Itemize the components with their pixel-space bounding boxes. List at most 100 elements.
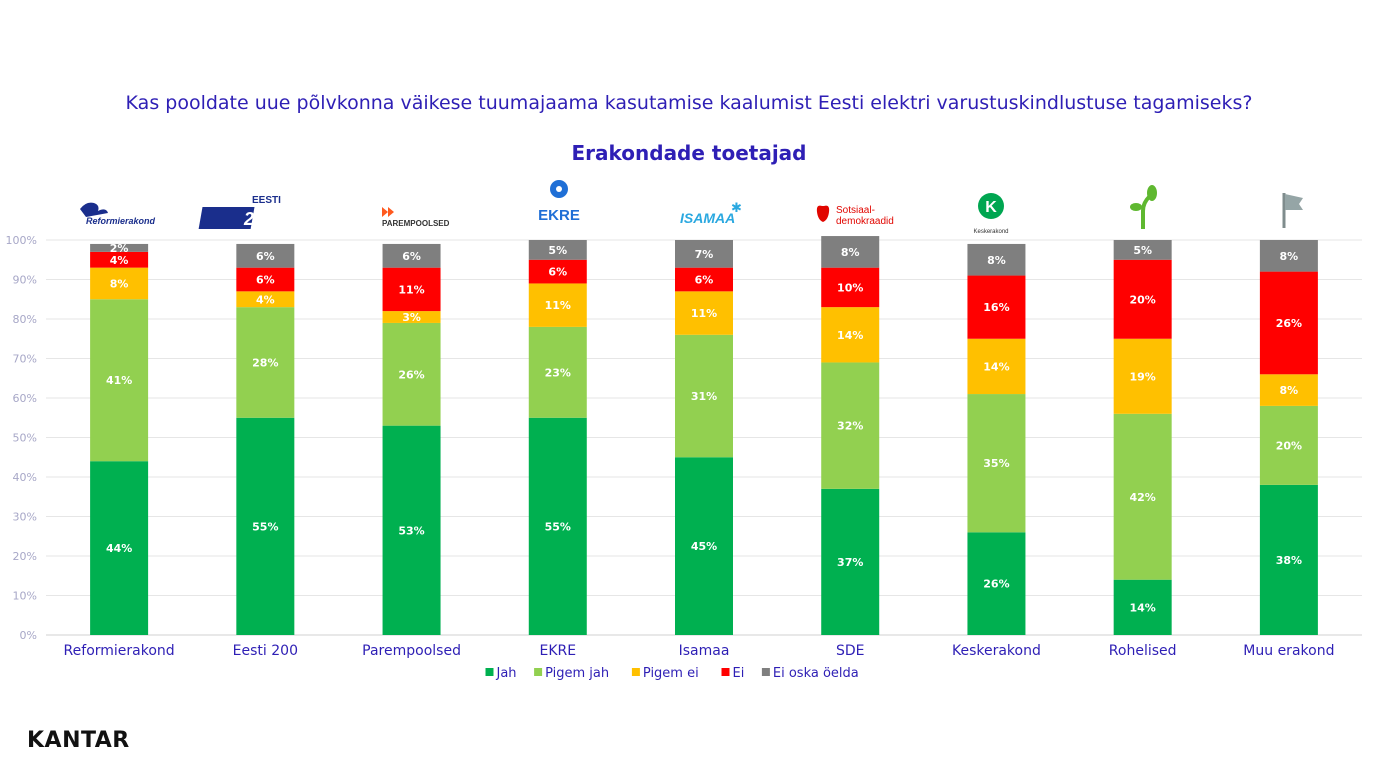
bar-segment: [821, 362, 880, 489]
y-tick-label: 80%: [13, 313, 37, 326]
data-label: 44%: [106, 542, 132, 555]
data-label: 20%: [1129, 293, 1155, 306]
bar-segment: [1113, 579, 1172, 635]
data-label: 3%: [402, 311, 421, 324]
y-tick-label: 90%: [13, 274, 37, 287]
y-tick-label: 50%: [13, 432, 37, 445]
bar-segment: [90, 461, 149, 635]
data-label: 26%: [983, 578, 1009, 591]
data-label: 6%: [695, 274, 714, 287]
reform-logo-text: Reformierakond: [86, 216, 156, 226]
flag-icon: [1285, 194, 1303, 210]
data-label: 8%: [841, 246, 860, 259]
muu-erakond-logo: [1282, 193, 1303, 228]
data-label: 41%: [106, 374, 132, 387]
bar-segment: [90, 243, 149, 252]
bar-segment: [1113, 338, 1172, 414]
bar-segment: [967, 275, 1026, 339]
bar-segment: [675, 240, 733, 268]
bar-segment: [382, 243, 441, 268]
bar-segment: [1113, 259, 1172, 339]
bar-segment: [382, 267, 441, 312]
data-label: 26%: [1276, 317, 1302, 330]
bar-segment: [967, 532, 1026, 635]
isamaa-logo: ISAMAA ✱: [680, 201, 742, 226]
bar-segment: [675, 334, 733, 458]
data-label: 14%: [1129, 601, 1155, 614]
ekre-logo-text: EKRE: [538, 207, 580, 224]
bar-segment: [1259, 271, 1318, 375]
data-label: 8%: [1280, 250, 1299, 263]
k-letter-icon: K: [985, 199, 997, 216]
sde-logo-text-2: demokraadid: [836, 216, 894, 227]
kantar-logo: KANTAR: [27, 728, 130, 753]
legend-swatch: [631, 668, 640, 676]
bar-segment: [528, 326, 587, 418]
bar-segment: [967, 394, 1026, 533]
sde-logo: Sotsiaal- demokraadid: [816, 205, 894, 227]
data-label: 55%: [252, 520, 278, 533]
bar-segment: [675, 267, 733, 292]
legend-label: Jah: [496, 666, 517, 681]
bar-segment: [821, 236, 880, 268]
y-tick-label: 40%: [13, 471, 37, 484]
parem-logo-text: PAREMPOOLSED: [382, 219, 450, 228]
bar-segment: [1259, 240, 1318, 272]
legend-label: Ei: [733, 666, 745, 681]
e200-logo-number: 200: [243, 209, 274, 229]
bar-segment: [528, 283, 587, 327]
parempoolsed-logo: PAREMPOOLSED: [382, 207, 450, 228]
data-label: 31%: [691, 390, 717, 403]
data-label: 10%: [837, 281, 863, 294]
data-label: 8%: [1280, 384, 1299, 397]
bar-segment: [821, 488, 880, 635]
data-label: 37%: [837, 556, 863, 569]
data-label: 45%: [691, 540, 717, 553]
rose-icon: [816, 205, 830, 222]
x-tick-label: Eesti 200: [233, 643, 298, 659]
data-label: 4%: [256, 293, 275, 306]
data-label: 20%: [1276, 439, 1302, 452]
bar-segment: [528, 259, 587, 284]
bar-segment: [236, 267, 295, 292]
data-label: 42%: [1129, 491, 1155, 504]
y-axis: 0% 10% 20% 30% 40% 50% 60% 70% 80% 90% 100%: [6, 234, 37, 642]
bar-segment: [1259, 374, 1318, 406]
x-tick-label: Reformierakond: [64, 643, 175, 659]
squirrel-icon: [80, 202, 108, 217]
bar-segment: [821, 307, 880, 363]
e200-logo-box: [198, 207, 255, 229]
bar-segment: [967, 243, 1026, 276]
legend-swatch: [485, 668, 494, 676]
bar-segment: [90, 251, 149, 268]
x-tick-label: Isamaa: [679, 643, 730, 659]
x-tick-label: Keskerakond: [952, 643, 1041, 659]
data-label: 53%: [398, 524, 424, 537]
bar-segment: [236, 307, 295, 418]
legend: Jah Pigem jah Pigem ei Ei Ei oska öelda: [485, 666, 859, 681]
legend-swatch: [534, 668, 543, 676]
bar-segment: [675, 291, 733, 335]
data-label: 4%: [110, 254, 129, 267]
x-tick-label: Parempoolsed: [362, 643, 461, 659]
y-tick-label: 0%: [20, 629, 37, 642]
y-tick-label: 30%: [13, 511, 37, 524]
keskerakond-logo: K Keskerakond: [973, 193, 1009, 235]
data-label: 32%: [837, 420, 863, 433]
bar-segment: [967, 338, 1026, 395]
data-label: 14%: [983, 360, 1009, 373]
bar-segment: [1113, 413, 1172, 580]
bar-segment: [90, 267, 149, 300]
bar-segment: [528, 417, 587, 635]
bar-segment: [1259, 484, 1318, 635]
kesk-logo-text: Keskerakond: [973, 229, 1008, 235]
x-tick-label: Muu erakond: [1243, 643, 1334, 659]
data-label: 2%: [110, 242, 129, 255]
data-label: 5%: [548, 244, 567, 257]
cornflower-center: [556, 186, 562, 192]
bar-segment: [90, 299, 149, 462]
data-label: 11%: [545, 299, 571, 312]
rohelised-logo: [1130, 185, 1157, 229]
bar-segment: [382, 311, 441, 323]
